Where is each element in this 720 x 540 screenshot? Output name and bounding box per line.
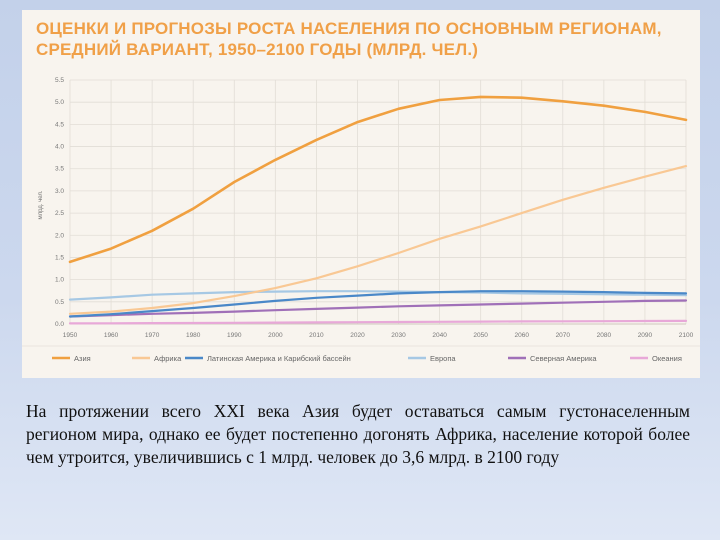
series-line-5 [68,299,688,318]
y-tick-label: 1.5 [55,254,64,261]
tick-labels: 0.0 0.5 1.0 1.5 2.0 2.5 3.0 3.5 4.0 4.5 5.0 5.5 1950… [55,77,694,339]
x-tick-label: 2050 [473,332,488,339]
y-tick-label: 0.0 [55,321,64,328]
x-tick-label: 2010 [309,332,324,339]
x-tick-label: 2090 [638,332,653,339]
series-line-4 [68,290,688,301]
legend: Азия Африка Латинская Америка и Карибский … [22,345,700,363]
y-tick-label: 2.0 [55,232,64,239]
series-line-6 [68,319,688,325]
y-tick-label: 3.5 [55,166,64,173]
x-tick-label: 2040 [432,332,447,339]
legend-label: Африка [154,354,182,363]
series-line-1 [68,95,688,264]
x-tick-label: 2080 [597,332,612,339]
chart-panel: ОЦЕНКИ И ПРОГНОЗЫ РОСТА НАСЕЛЕНИЯ ПО ОСН… [22,10,700,378]
x-tick-label: 2030 [391,332,406,339]
legend-label: Северная Америка [530,354,597,363]
chart-title-line-1: ОЦЕНКИ И ПРОГНОЗЫ РОСТА НАСЕЛЕНИЯ ПО ОСН… [36,19,662,38]
x-tick-label: 1950 [63,332,78,339]
x-tick-label: 2060 [514,332,529,339]
y-tick-label: 0.5 [55,299,64,306]
x-tick-label: 1960 [104,332,119,339]
legend-label: Латинская Америка и Карибский бассейн [207,354,351,363]
y-axis-label: млрд. чел. [38,190,44,219]
y-tick-label: 1.0 [55,277,64,284]
legend-label: Европа [430,354,456,363]
y-tick-label: 2.5 [55,210,64,217]
chart-title: ОЦЕНКИ И ПРОГНОЗЫ РОСТА НАСЕЛЕНИЯ ПО ОСН… [36,18,686,60]
x-tick-label: 1980 [186,332,201,339]
series-line-3 [68,290,688,318]
chart-title-line-2: СРЕДНИЙ ВАРИАНТ, 1950–2100 ГОДЫ (МЛРД. Ч… [36,40,479,59]
x-tick-label: 2100 [679,332,694,339]
legend-label: Азия [74,354,91,363]
y-tick-label: 5.5 [55,77,64,84]
x-tick-label: 1990 [227,332,242,339]
series-line-2 [68,165,688,315]
x-tick-label: 2000 [268,332,283,339]
series-lines [68,95,688,325]
y-tick-label: 4.5 [55,121,64,128]
y-tick-label: 3.0 [55,188,64,195]
caption-text: На протяжении всего XXI века Азия будет … [26,401,690,467]
x-tick-label: 2020 [350,332,365,339]
population-line-chart: 0.0 0.5 1.0 1.5 2.0 2.5 3.0 3.5 4.0 4.5 5.0 5.5 1950… [22,77,700,363]
x-tick-label: 2070 [556,332,571,339]
y-tick-label: 5.0 [55,99,64,106]
x-tick-label: 1970 [145,332,160,339]
legend-label: Океания [652,354,682,363]
y-tick-label: 4.0 [55,144,64,151]
